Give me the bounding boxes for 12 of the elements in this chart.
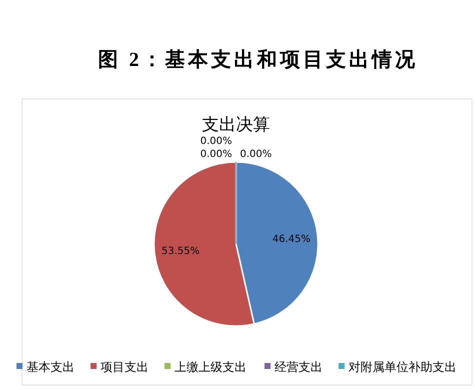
text: 0.00% <box>200 136 232 147</box>
legend-label: 项目支出 <box>100 360 148 374</box>
legend-label: 对附属单位补助支出 <box>348 360 456 374</box>
text: 0.00% <box>200 149 232 160</box>
data-label: 53.55% <box>162 246 200 258</box>
legend-label: 基本支出 <box>26 360 74 374</box>
chart-title: 图 2：基本支出和项目支出情况 <box>98 48 418 71</box>
text: 0.00% <box>240 149 272 160</box>
data-label: 46.45% <box>272 234 310 245</box>
legend-label: 上缴上级支出 <box>174 360 246 374</box>
chart-subtitle: 支出决算 <box>202 115 270 135</box>
legend-label: 经营支出 <box>274 360 322 374</box>
